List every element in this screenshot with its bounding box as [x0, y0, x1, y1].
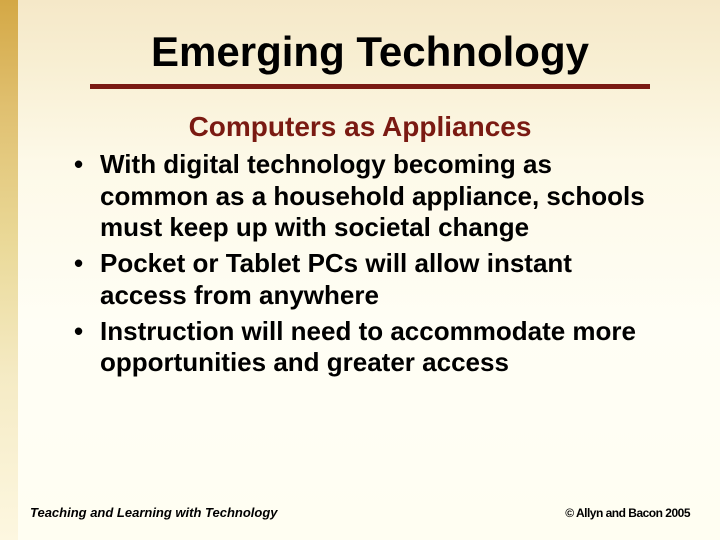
footer-right-text: © Allyn and Bacon 2005 [565, 506, 690, 520]
slide-subtitle: Computers as Appliances [30, 111, 690, 143]
bullet-item: Instruction will need to accommodate mor… [74, 316, 660, 379]
bullet-list: With digital technology becoming as comm… [74, 149, 660, 379]
title-underline [90, 84, 650, 89]
bullet-item: With digital technology becoming as comm… [74, 149, 660, 244]
footer-left-text: Teaching and Learning with Technology [30, 505, 278, 520]
bullet-item: Pocket or Tablet PCs will allow instant … [74, 248, 660, 311]
title-wrap: Emerging Technology [70, 28, 670, 82]
slide-title: Emerging Technology [151, 28, 589, 82]
footer: Teaching and Learning with Technology © … [30, 505, 690, 520]
slide-container: Emerging Technology Computers as Applian… [0, 0, 720, 540]
